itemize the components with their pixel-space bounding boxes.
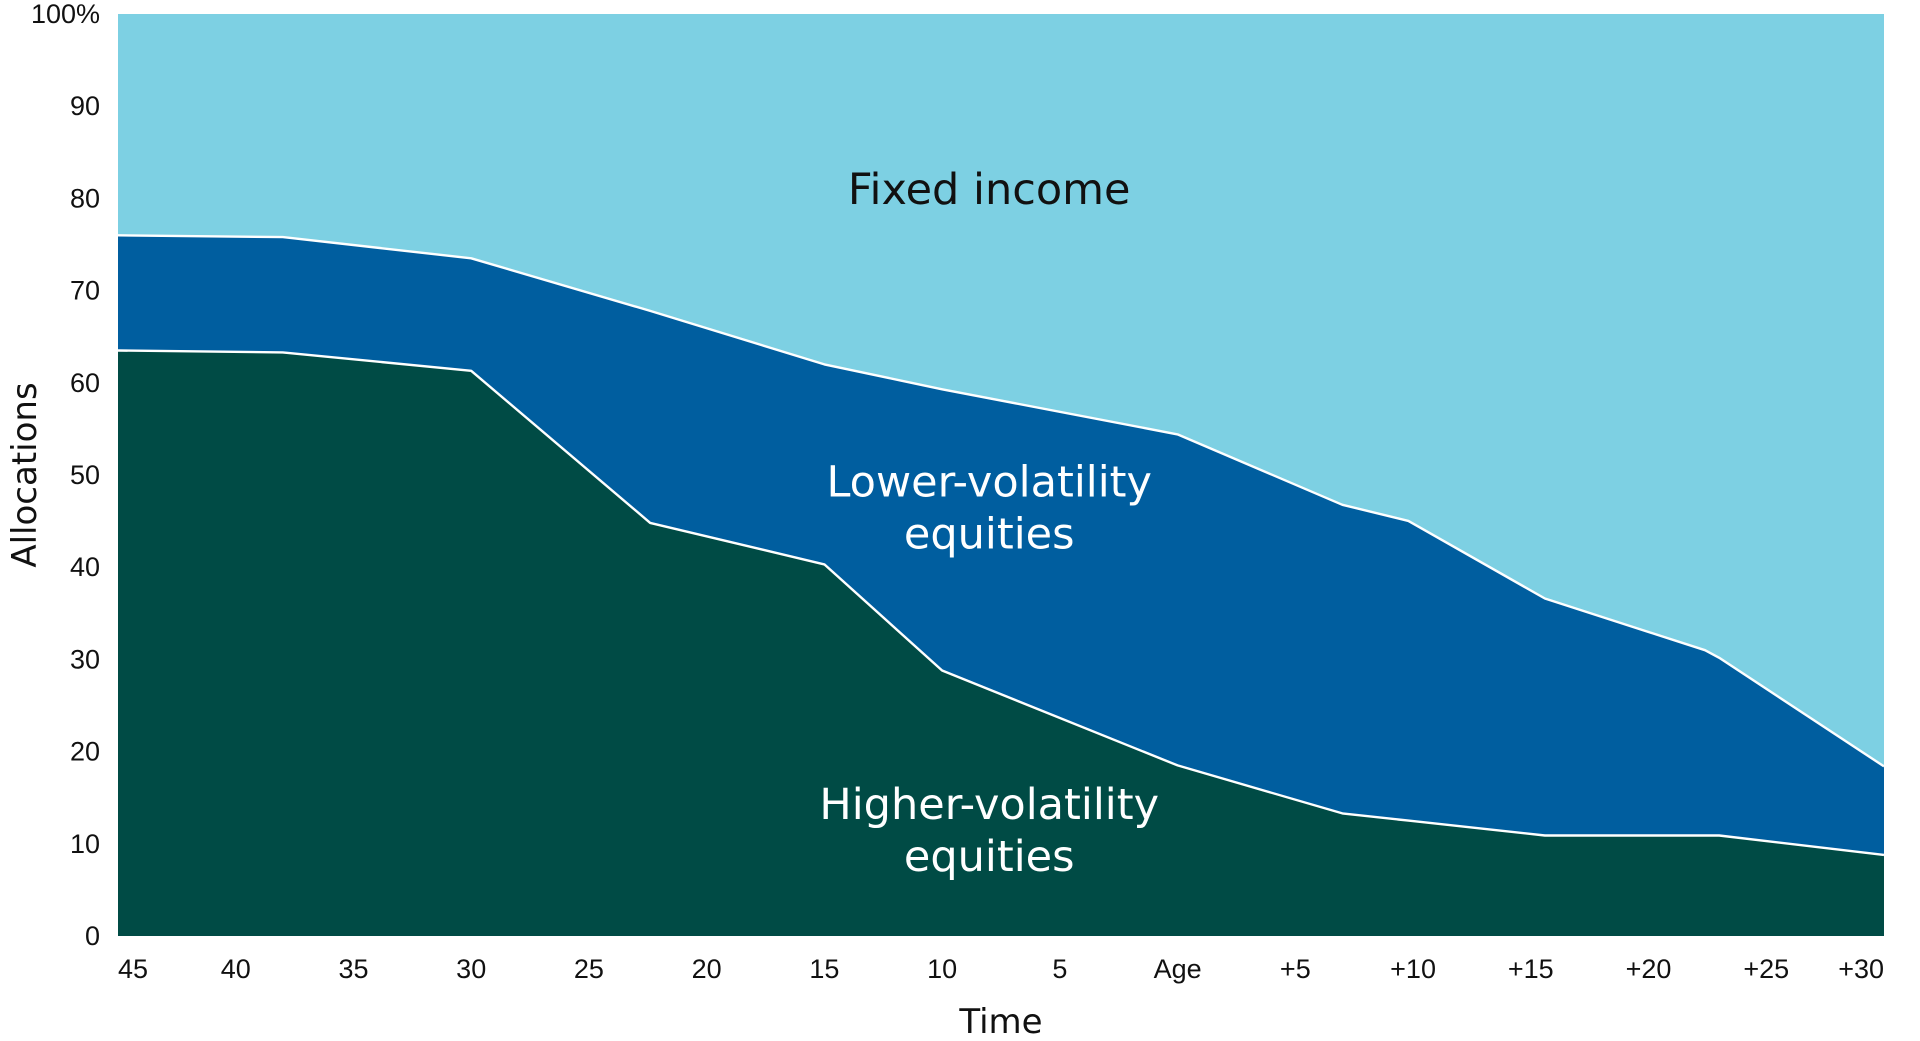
y-tick-label: 80 [70,183,100,213]
y-tick-label: 30 [70,644,100,674]
y-tick-label: 0 [85,921,100,951]
x-tick-label: 20 [692,954,722,984]
x-axis-ticks: 45 40 35 30 25 20 15 10 5 Age +5 +10 +15 +20 +25 +30 [118,954,1884,984]
x-tick-label: +20 [1626,954,1672,984]
band-labels: Fixed incomeLower-volatilityequitiesHigh… [819,165,1159,882]
band-label-lower-volatility-equities-line-2: equities [904,509,1075,559]
x-tick-label: 15 [809,954,839,984]
x-tick-label: 35 [338,954,368,984]
y-axis-ticks: 0 10 20 30 40 50 60 70 80 90 100% [31,0,100,951]
boundary-line-1 [117,349,1885,857]
y-tick-label: 20 [70,737,100,767]
x-tick-label: 40 [221,954,251,984]
area-higher-volatility-equities [118,350,1884,936]
x-tick-label: +30 [1838,954,1884,984]
y-tick-label: 90 [70,91,100,121]
band-label-higher-volatility-equities-line-2: equities [904,832,1075,882]
area-layers [118,14,1884,936]
y-axis-title: Allocations [5,382,45,567]
x-tick-label: +25 [1743,954,1789,984]
x-tick-label: +15 [1508,954,1554,984]
boundary-line-2 [117,234,1885,768]
x-tick-label: 5 [1052,954,1067,984]
y-tick-label: 60 [70,368,100,398]
band-boundaries [117,234,1885,857]
band-label-fixed-income-line-1: Fixed income [848,165,1131,215]
area-fixed-income [118,14,1884,767]
x-tick-label: 10 [927,954,957,984]
x-tick-label: 25 [574,954,604,984]
area-lower-volatility-equities [118,235,1884,855]
y-tick-label: 70 [70,276,100,306]
x-tick-label: Age [1154,954,1202,984]
y-tick-label: 10 [70,829,100,859]
y-tick-label: 40 [70,552,100,582]
x-tick-label: +5 [1280,954,1311,984]
x-tick-label: 45 [118,954,148,984]
band-label-lower-volatility-equities-line-1: Lower-volatility [826,457,1151,507]
x-tick-label: +10 [1390,954,1436,984]
y-tick-label: 50 [70,460,100,490]
band-label-higher-volatility-equities-line-1: Higher-volatility [819,780,1159,830]
y-tick-label: 100% [31,0,100,29]
x-axis-title: Time [958,1002,1042,1041]
x-tick-label: 30 [456,954,486,984]
